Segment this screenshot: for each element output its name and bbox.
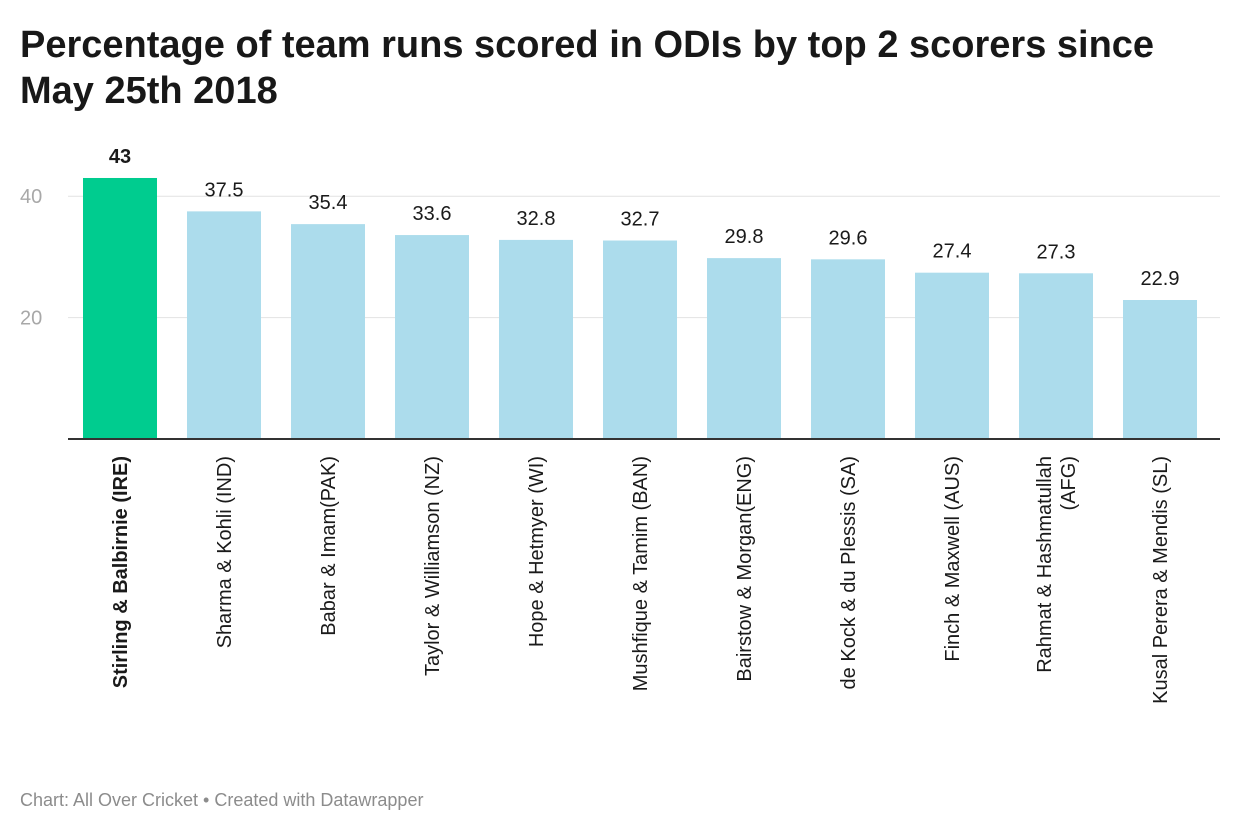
svg-text:Bairstow & Morgan(ENG): Bairstow & Morgan(ENG)	[734, 456, 756, 682]
bar-3	[395, 235, 469, 439]
value-label-9: 27.3	[1037, 241, 1076, 263]
bar-7	[811, 259, 885, 439]
svg-text:Sharma & Kohli (IND): Sharma & Kohli (IND)	[214, 456, 236, 648]
category-label-6: Bairstow & Morgan(ENG)	[734, 456, 756, 682]
bar-4	[499, 239, 573, 439]
category-label-7: de Kock & du Plessis (SA)	[838, 456, 860, 689]
svg-text:Hope & Hetmyer (WI): Hope & Hetmyer (WI)	[526, 456, 548, 647]
svg-text:Kusal Perera & Mendis (SL): Kusal Perera & Mendis (SL)	[1150, 456, 1172, 704]
value-label-8: 27.4	[933, 241, 972, 263]
bar-5	[603, 240, 677, 439]
chart-title: Percentage of team runs scored in ODIs b…	[20, 24, 1155, 112]
value-label-3: 33.6	[413, 203, 452, 225]
bar-10	[1123, 299, 1197, 439]
y-tick-label-40: 40	[20, 186, 42, 208]
value-label-5: 32.7	[621, 209, 660, 231]
category-label-5: Mushfique & Tamim (BAN)	[630, 456, 652, 691]
category-label-0: Stirling & Balbirnie (IRE)	[110, 456, 132, 688]
category-labels: Stirling & Balbirnie (IRE) Sharma & Kohli…	[110, 456, 1172, 704]
bar-8	[915, 272, 989, 439]
bars: 43 37.5 35.4 33.6 32.8 32.7 29.8 29.6 27.4 27.3 22…	[83, 146, 1197, 440]
svg-text:(AFG): (AFG)	[1058, 456, 1080, 510]
chart-source: Chart: All Over Cricket • Created with D…	[20, 790, 424, 810]
category-label-9: Rahmat & Hashmatullah (AFG)	[1034, 456, 1080, 673]
bar-chart: 20 40 43 37.5 35.4 33.6 32.8 32.7 29.8 29.6 27.4 2…	[20, 146, 1220, 704]
svg-text:Mushfique & Tamim (BAN): Mushfique & Tamim (BAN)	[630, 456, 652, 691]
bar-0	[83, 177, 157, 440]
category-label-2: Babar & Imam(PAK)	[318, 456, 340, 636]
bar-1	[187, 211, 261, 439]
value-label-2: 35.4	[309, 192, 348, 214]
svg-text:Taylor & Williamson (NZ): Taylor & Williamson (NZ)	[422, 456, 444, 676]
value-label-6: 29.8	[725, 226, 764, 248]
category-label-1: Sharma & Kohli (IND)	[214, 456, 236, 648]
svg-text:Stirling & Balbirnie (IRE): Stirling & Balbirnie (IRE)	[110, 456, 132, 688]
y-tick-label-20: 20	[20, 308, 42, 330]
svg-text:Finch & Maxwell (AUS): Finch & Maxwell (AUS)	[942, 456, 964, 662]
value-label-1: 37.5	[205, 179, 244, 201]
value-label-4: 32.8	[517, 208, 556, 230]
category-label-8: Finch & Maxwell (AUS)	[942, 456, 964, 662]
value-label-10: 22.9	[1141, 268, 1180, 290]
svg-text:Rahmat & Hashmatullah: Rahmat & Hashmatullah	[1034, 456, 1056, 673]
bar-9	[1019, 273, 1093, 439]
category-label-10: Kusal Perera & Mendis (SL)	[1150, 456, 1172, 704]
value-label-0: 43	[109, 146, 131, 168]
bar-2	[291, 224, 365, 439]
category-label-4: Hope & Hetmyer (WI)	[526, 456, 548, 647]
value-label-7: 29.6	[829, 227, 868, 249]
svg-text:Babar & Imam(PAK): Babar & Imam(PAK)	[318, 456, 340, 636]
category-label-3: Taylor & Williamson (NZ)	[422, 456, 444, 676]
svg-text:de Kock & du Plessis (SA): de Kock & du Plessis (SA)	[838, 456, 860, 689]
bar-6	[707, 258, 781, 439]
